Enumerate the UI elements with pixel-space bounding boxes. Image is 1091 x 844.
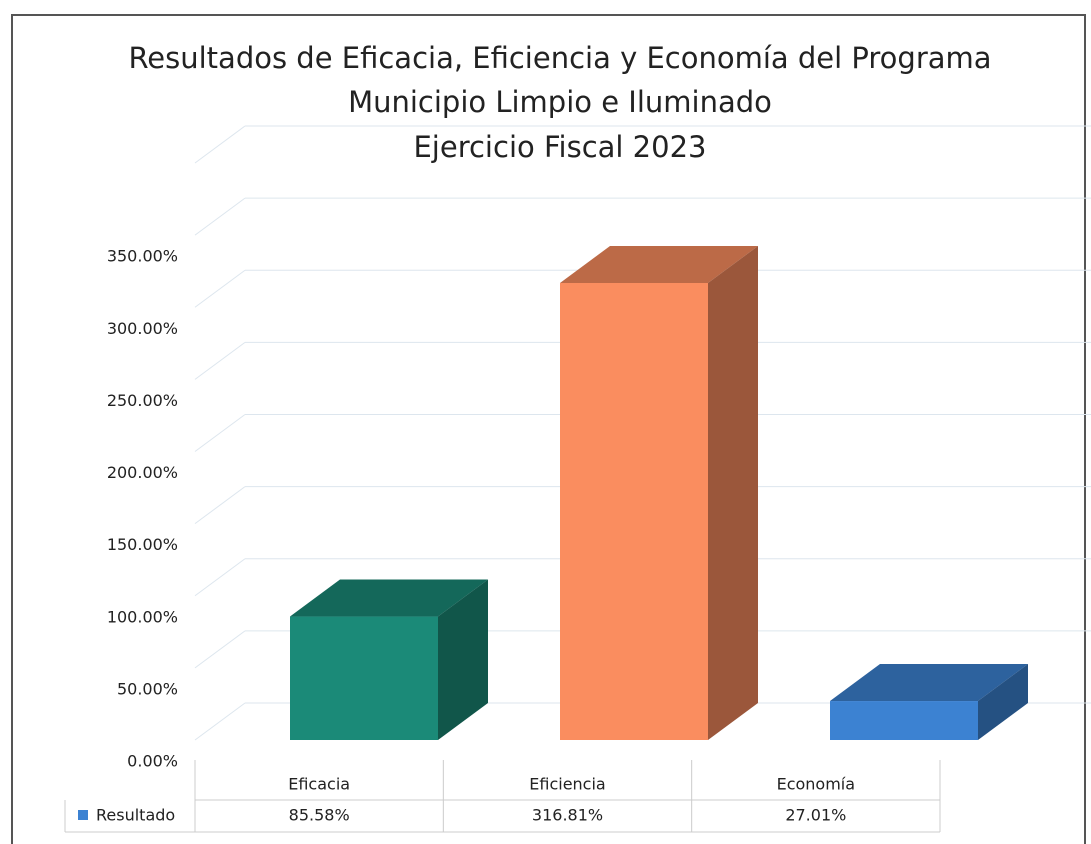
grid-line bbox=[194, 414, 246, 452]
bar-side bbox=[438, 579, 488, 740]
grid-line bbox=[194, 558, 246, 597]
y-tick-label: 100.00% bbox=[107, 607, 178, 626]
chart-title: Ejercicio Fiscal 2023 bbox=[413, 130, 706, 164]
chart-title: Municipio Limpio e Iluminado bbox=[348, 85, 772, 119]
data-label: 85.58% bbox=[289, 806, 350, 825]
y-tick-label: 250.00% bbox=[107, 391, 178, 410]
bar bbox=[830, 701, 978, 740]
bar-top bbox=[560, 246, 758, 284]
y-tick-label: 0.00% bbox=[127, 752, 178, 771]
wall-edge bbox=[194, 125, 246, 164]
y-tick-label: 150.00% bbox=[107, 535, 178, 554]
data-label: 27.01% bbox=[785, 806, 846, 825]
y-tick-label: 300.00% bbox=[107, 319, 178, 338]
x-tick-label: Eficiencia bbox=[529, 775, 605, 794]
y-tick-label: 50.00% bbox=[117, 679, 178, 698]
y-tick-label: 200.00% bbox=[107, 463, 178, 482]
bar-top bbox=[830, 664, 1028, 702]
grid-line bbox=[194, 702, 246, 741]
data-label: 316.81% bbox=[532, 806, 603, 825]
bar-side bbox=[708, 246, 758, 740]
bar-top bbox=[290, 579, 488, 617]
bar-side bbox=[978, 664, 1028, 740]
grid-line bbox=[194, 341, 246, 380]
x-tick-label: Eficacia bbox=[288, 775, 350, 794]
grid-line bbox=[194, 197, 246, 236]
x-tick-label: Economía bbox=[777, 775, 855, 794]
y-tick-label: 350.00% bbox=[107, 247, 178, 266]
grid-line bbox=[194, 269, 246, 308]
bar bbox=[290, 616, 438, 740]
legend-label: Resultado bbox=[96, 806, 175, 825]
bar bbox=[560, 283, 708, 740]
legend-swatch bbox=[78, 810, 88, 820]
chart-title: Resultados de Eficacia, Eficiencia y Eco… bbox=[128, 41, 991, 75]
grid-line bbox=[194, 486, 246, 525]
grid-line bbox=[194, 630, 246, 669]
